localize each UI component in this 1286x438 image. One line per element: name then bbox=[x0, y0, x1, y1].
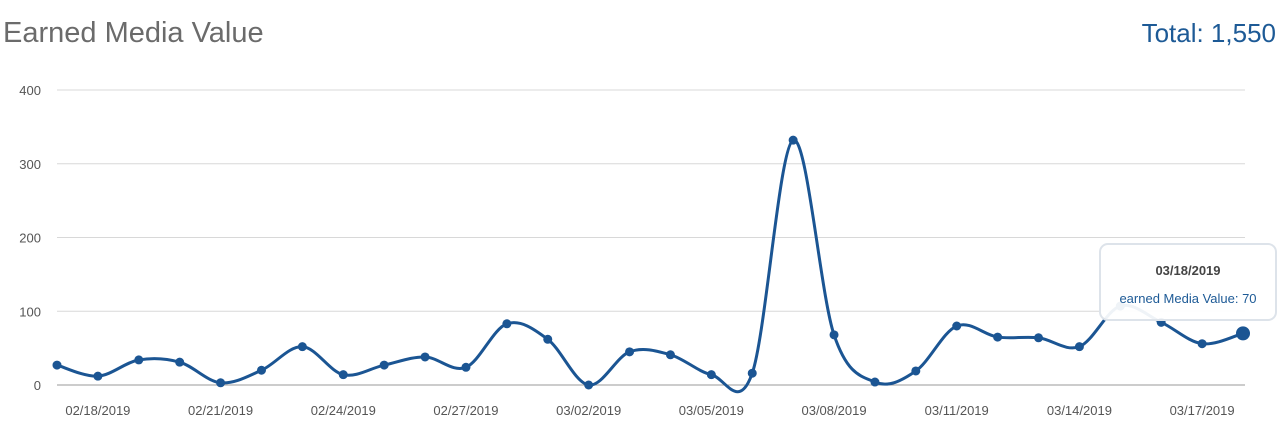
data-point bbox=[256, 365, 266, 375]
tooltip-title: 03/18/2019 bbox=[1155, 263, 1220, 278]
y-tick-label: 200 bbox=[19, 231, 41, 246]
data-point bbox=[52, 360, 62, 370]
x-tick-label: 03/08/2019 bbox=[801, 403, 866, 418]
data-point bbox=[461, 362, 471, 372]
data-point bbox=[911, 366, 921, 376]
x-tick-label: 03/17/2019 bbox=[1170, 403, 1235, 418]
x-tick-label: 03/05/2019 bbox=[679, 403, 744, 418]
plot: 0 100 200 300 400 02/18/2019 02/21/2019 02/24/2… bbox=[19, 83, 1277, 418]
tooltip-box bbox=[1099, 243, 1277, 321]
y-tick-label: 300 bbox=[19, 157, 41, 172]
data-point bbox=[788, 135, 798, 145]
data-point bbox=[993, 332, 1003, 342]
data-point bbox=[747, 368, 757, 378]
tooltip: 03/18/2019 earned Media Value: 70 bbox=[1099, 243, 1277, 321]
data-point bbox=[297, 342, 307, 352]
data-point bbox=[1034, 333, 1044, 343]
x-tick-label: 02/18/2019 bbox=[65, 403, 130, 418]
data-point bbox=[379, 360, 389, 370]
x-tick-label: 02/24/2019 bbox=[311, 403, 376, 418]
y-tick-label: 400 bbox=[19, 83, 41, 98]
data-point bbox=[502, 319, 512, 329]
data-point bbox=[1074, 342, 1084, 352]
tooltip-text: earned Media Value: 70 bbox=[1119, 291, 1256, 306]
data-point bbox=[952, 321, 962, 331]
data-point bbox=[134, 355, 144, 365]
x-tick-label: 02/27/2019 bbox=[433, 403, 498, 418]
data-point bbox=[665, 350, 675, 360]
data-point bbox=[1197, 339, 1207, 349]
data-point bbox=[625, 347, 635, 357]
x-tick-label: 03/11/2019 bbox=[925, 403, 989, 418]
data-point bbox=[584, 380, 594, 390]
data-point bbox=[216, 378, 226, 388]
data-point bbox=[870, 377, 880, 387]
data-point bbox=[1236, 326, 1250, 341]
data-point bbox=[543, 334, 553, 344]
data-point bbox=[338, 370, 348, 380]
data-point bbox=[175, 357, 185, 367]
y-tick-label: 0 bbox=[34, 378, 41, 393]
data-point bbox=[706, 370, 716, 380]
x-tick-label: 03/02/2019 bbox=[556, 403, 621, 418]
chart-title: Earned Media Value bbox=[3, 17, 264, 49]
data-point bbox=[420, 352, 430, 362]
x-tick-label: 02/21/2019 bbox=[188, 403, 253, 418]
total: Total: 1,550 bbox=[1142, 18, 1276, 48]
y-tick-label: 100 bbox=[19, 304, 41, 319]
series-line bbox=[56, 138, 1244, 393]
data-point bbox=[93, 371, 103, 381]
x-tick-label: 03/14/2019 bbox=[1047, 403, 1112, 418]
data-point bbox=[829, 330, 839, 340]
